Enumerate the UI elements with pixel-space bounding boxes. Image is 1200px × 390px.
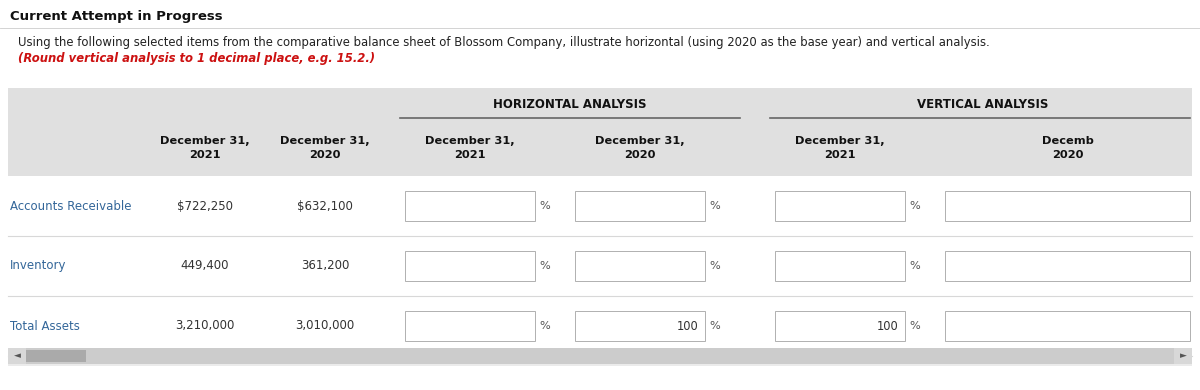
Bar: [8, 296, 1192, 356]
Text: %: %: [539, 261, 550, 271]
Text: ►: ►: [1180, 351, 1187, 360]
Bar: [8, 236, 1192, 296]
Text: $722,250: $722,250: [178, 200, 233, 213]
Text: Accounts Receivable: Accounts Receivable: [10, 200, 132, 213]
Text: Decemb
2020: Decemb 2020: [1042, 136, 1093, 160]
Bar: [575, 311, 706, 341]
Bar: [26, 350, 86, 362]
Text: 3,210,000: 3,210,000: [175, 319, 235, 333]
Bar: [406, 251, 535, 281]
Bar: [1174, 348, 1192, 364]
Text: %: %: [539, 201, 550, 211]
Bar: [575, 191, 706, 221]
Text: December 31,
2021: December 31, 2021: [425, 136, 515, 160]
Text: December 31,
2020: December 31, 2020: [595, 136, 685, 160]
Text: 361,200: 361,200: [301, 259, 349, 273]
Text: Total Assets: Total Assets: [10, 319, 80, 333]
Bar: [406, 191, 535, 221]
Text: (Round vertical analysis to 1 decimal place, e.g. 15.2.): (Round vertical analysis to 1 decimal pl…: [18, 52, 376, 65]
Text: Using the following selected items from the comparative balance sheet of Blossom: Using the following selected items from …: [18, 36, 990, 49]
Text: %: %: [709, 321, 720, 331]
Text: %: %: [910, 201, 919, 211]
Bar: [406, 311, 535, 341]
Bar: [946, 311, 1190, 341]
Text: VERTICAL ANALYSIS: VERTICAL ANALYSIS: [917, 98, 1048, 110]
Text: %: %: [910, 321, 919, 331]
Bar: [775, 251, 905, 281]
Text: %: %: [539, 321, 550, 331]
Bar: [8, 176, 1192, 236]
Text: December 31,
2020: December 31, 2020: [280, 136, 370, 160]
Text: %: %: [709, 261, 720, 271]
Bar: [946, 251, 1190, 281]
Text: 449,400: 449,400: [181, 259, 229, 273]
Bar: [775, 311, 905, 341]
Text: %: %: [910, 261, 919, 271]
Bar: [575, 251, 706, 281]
Text: December 31,
2021: December 31, 2021: [160, 136, 250, 160]
Text: 100: 100: [677, 319, 698, 333]
Text: Inventory: Inventory: [10, 259, 66, 273]
Bar: [8, 88, 1192, 176]
Bar: [8, 348, 26, 364]
Text: ◄: ◄: [13, 351, 20, 360]
Bar: [775, 191, 905, 221]
Bar: [8, 88, 1192, 366]
Text: Current Attempt in Progress: Current Attempt in Progress: [10, 10, 223, 23]
Text: 100: 100: [877, 319, 899, 333]
Text: December 31,
2021: December 31, 2021: [796, 136, 884, 160]
Text: $632,100: $632,100: [298, 200, 353, 213]
Text: 3,010,000: 3,010,000: [295, 319, 355, 333]
Bar: [26, 348, 1174, 364]
Bar: [946, 191, 1190, 221]
Text: HORIZONTAL ANALYSIS: HORIZONTAL ANALYSIS: [493, 98, 647, 110]
Text: %: %: [709, 201, 720, 211]
